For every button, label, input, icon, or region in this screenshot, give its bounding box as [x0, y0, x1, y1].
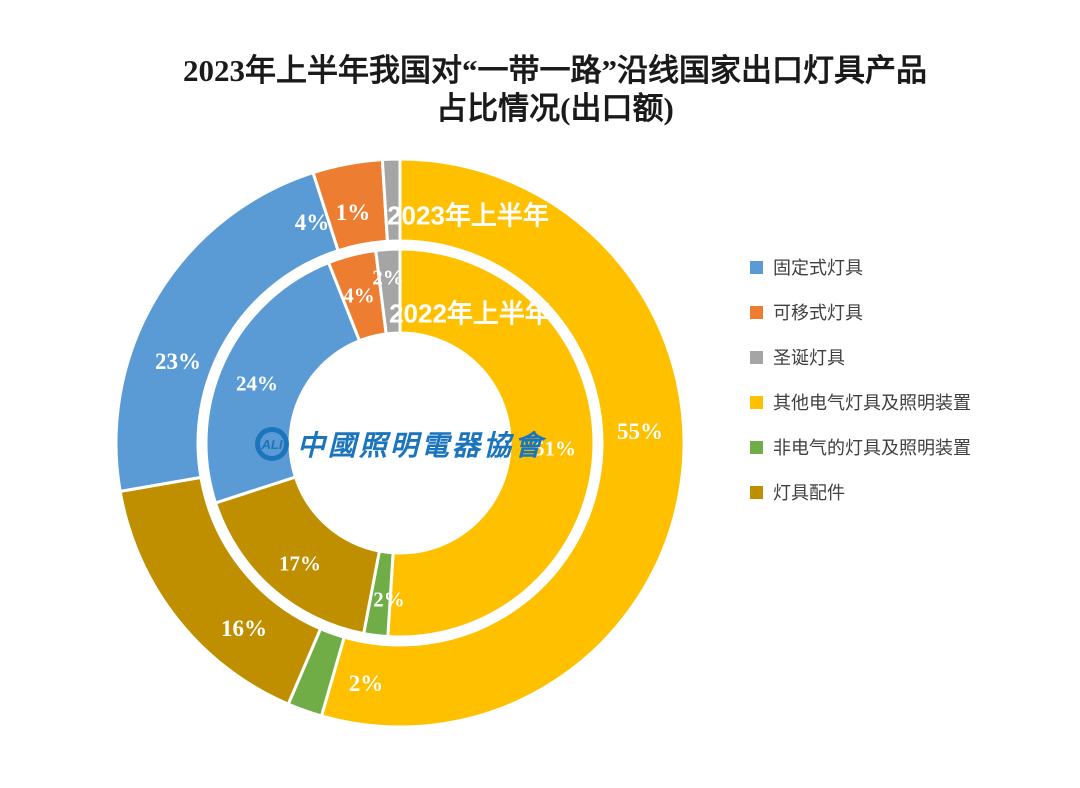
legend-item-non-electric-lighting: 非电气的灯具及照明装置 — [750, 436, 971, 458]
legend-label-christmas-lighting: 圣诞灯具 — [773, 348, 845, 368]
legend-label-other-electric-lighting: 其他电气灯具及照明装置 — [773, 393, 971, 413]
legend-swatch-non-electric-lighting — [750, 440, 763, 454]
legend-label-fixed-luminaires: 固定式灯具 — [773, 258, 863, 278]
legend-swatch-fixed-luminaires — [750, 260, 763, 274]
legend-label-non-electric-lighting: 非电气的灯具及照明装置 — [773, 438, 971, 458]
legend-item-fixed-luminaires: 固定式灯具 — [750, 256, 971, 278]
legend-label-portable-luminaires: 可移式灯具 — [773, 303, 863, 323]
legend-item-lamp-parts: 灯具配件 — [750, 481, 971, 503]
legend-label-lamp-parts: 灯具配件 — [773, 483, 845, 503]
chart-title: 2023年上半年我国对“一带一路”沿线国家出口灯具产品 占比情况(出口额) — [0, 52, 1080, 128]
chart-title-line2: 占比情况(出口额) — [436, 91, 674, 126]
legend-swatch-portable-luminaires — [750, 305, 763, 319]
legend-swatch-lamp-parts — [750, 485, 763, 499]
legend-item-portable-luminaires: 可移式灯具 — [750, 301, 971, 323]
inner-slice-fixed-luminaires — [204, 260, 362, 505]
legend-swatch-other-electric-lighting — [750, 395, 763, 409]
chart-legend: 固定式灯具可移式灯具圣诞灯具其他电气灯具及照明装置 非电气的灯具及照明装置 灯具配件 — [750, 256, 971, 526]
legend-item-christmas-lighting: 圣诞灯具 — [750, 346, 971, 368]
chart-title-line1: 2023年上半年我国对“一带一路”沿线国家出口灯具产品 — [183, 53, 927, 88]
inner-slice-christmas-lighting — [374, 247, 402, 336]
legend-swatch-christmas-lighting — [750, 350, 763, 364]
outer-slice-christmas-lighting — [380, 157, 402, 243]
inner-slice-other-electric-lighting — [386, 247, 596, 639]
outer-slice-other-electric-lighting — [319, 157, 686, 729]
legend-item-other-electric-lighting: 其他电气灯具及照明装置 — [750, 391, 971, 413]
